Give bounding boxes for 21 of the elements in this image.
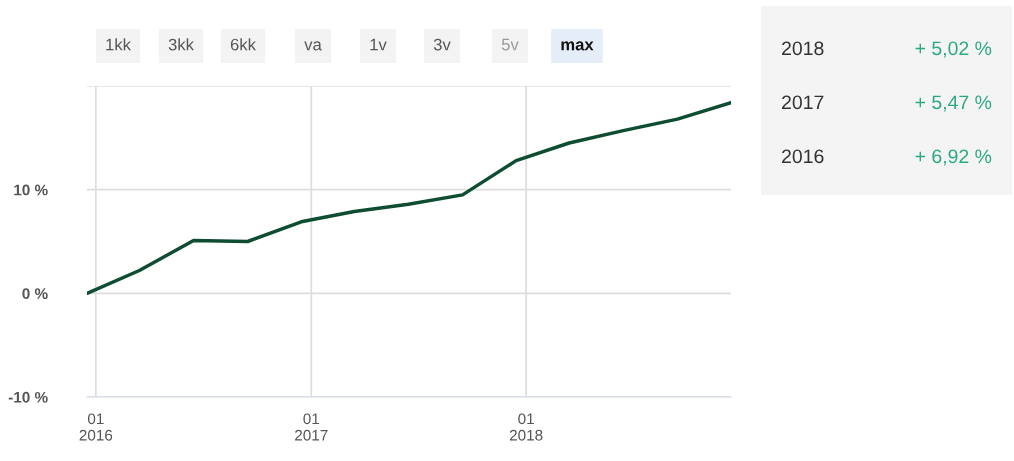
text: + 5,02 %	[915, 41, 992, 58]
text: 5v	[501, 38, 519, 51]
text: max	[561, 41, 594, 51]
text: + 6,92 %	[915, 149, 992, 166]
text: va	[304, 41, 322, 51]
y-tick-label: 10 %	[14, 184, 48, 196]
x-tick-label: 01 2018	[509, 413, 543, 441]
text: 1v	[370, 38, 387, 51]
text: 2018	[782, 41, 824, 56]
text: 6kk	[230, 38, 256, 51]
y-tick-label: -10 %	[8, 391, 48, 403]
text: 3v	[433, 38, 451, 51]
text: 1kk	[106, 38, 131, 51]
y-tick-label: 0 %	[22, 288, 48, 300]
text: + 5,47 %	[915, 95, 992, 112]
x-tick-label: 01 2016	[79, 413, 113, 441]
line-series	[87, 100, 731, 296]
text: 2016	[782, 149, 824, 164]
text: 2017	[782, 95, 824, 110]
text: 3kk	[168, 38, 194, 51]
x-tick-label: 01 2017	[295, 413, 328, 441]
